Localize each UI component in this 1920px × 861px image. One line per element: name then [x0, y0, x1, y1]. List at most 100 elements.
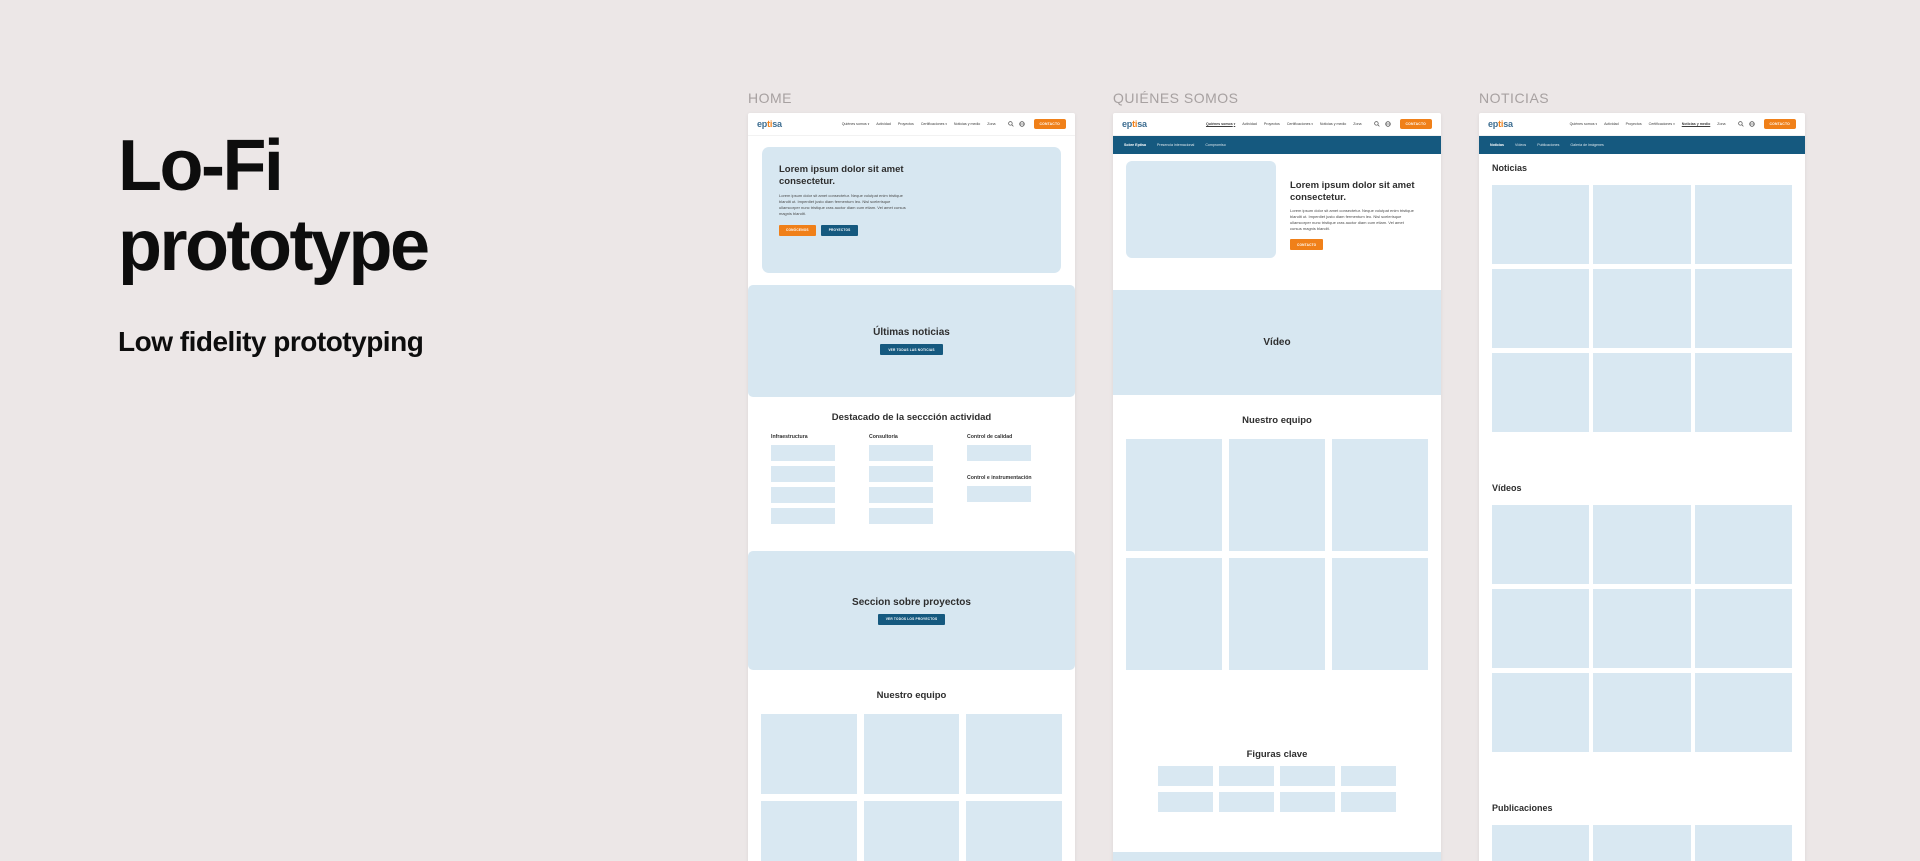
- nav-item-proyectos[interactable]: Proyectos: [1625, 122, 1642, 126]
- slide-title: Lo-Fi prototype: [118, 126, 430, 286]
- nav-item-zona[interactable]: Zona: [1717, 122, 1726, 126]
- news-card-placeholder[interactable]: [1694, 269, 1792, 348]
- logo-accent: ti: [767, 119, 773, 129]
- publication-card-placeholder[interactable]: [1492, 825, 1590, 861]
- link-placeholder[interactable]: [771, 508, 835, 524]
- link-placeholder[interactable]: [771, 487, 835, 503]
- image-placeholder: [863, 801, 960, 861]
- link-placeholder[interactable]: [771, 445, 835, 461]
- frame-noticias-label: NOTICIAS: [1479, 90, 1550, 106]
- logo-accent: ti: [1498, 119, 1504, 129]
- video-band[interactable]: Vídeo: [1113, 290, 1441, 395]
- subnav-item-videos[interactable]: Vídeos: [1514, 143, 1527, 147]
- nav-item-quienes-somos[interactable]: Quiénes somos ▾: [841, 122, 870, 126]
- language-globe-icon[interactable]: [1018, 121, 1025, 127]
- nav-item-actividad[interactable]: Actividad: [876, 122, 891, 126]
- link-placeholder[interactable]: [869, 508, 933, 524]
- link-placeholder[interactable]: [869, 487, 933, 503]
- contact-button[interactable]: CONTACTO: [1763, 119, 1796, 129]
- noticias-subnav: Noticias Vídeos Publicaciones Galería de…: [1479, 136, 1805, 154]
- chevron-down-icon: ▾: [1673, 122, 1675, 126]
- col-label: Consultoría: [869, 434, 898, 440]
- language-globe-icon[interactable]: [1384, 121, 1391, 127]
- video-card-placeholder[interactable]: [1694, 505, 1792, 584]
- nav-item-proyectos[interactable]: Proyectos: [897, 122, 914, 126]
- contact-button[interactable]: CONTACTO: [1033, 119, 1066, 129]
- nav-item-zona[interactable]: Zona: [1353, 122, 1362, 126]
- subnav-item-sobre-eptisa[interactable]: Sobre Eptisa: [1124, 143, 1146, 147]
- news-card-placeholder[interactable]: [1492, 269, 1590, 348]
- nav-item-noticias[interactable]: Noticias y medio: [1319, 122, 1347, 126]
- frame-quienes-label: QUIÉNES SOMOS: [1113, 90, 1239, 106]
- noticias-content: Noticias Vídeos: [1479, 163, 1805, 861]
- link-placeholder[interactable]: [967, 486, 1031, 502]
- subnav-item-publicaciones[interactable]: Publicaciones: [1537, 143, 1560, 147]
- conocenos-button[interactable]: CONÓCENOS: [779, 224, 816, 236]
- nav-item-actividad[interactable]: Actividad: [1242, 122, 1257, 126]
- news-card-placeholder[interactable]: [1593, 185, 1691, 264]
- ver-todos-proyectos-button[interactable]: VER TODOS LOS PROYECTOS: [877, 613, 946, 625]
- figures-row: [1158, 792, 1396, 812]
- eptisa-logo: eptisa: [1488, 119, 1513, 129]
- news-band-heading: Últimas noticias: [873, 327, 950, 338]
- subnav-item-noticias[interactable]: Noticias: [1490, 143, 1504, 147]
- publication-card-placeholder[interactable]: [1694, 825, 1792, 861]
- link-placeholder[interactable]: [967, 445, 1031, 461]
- video-card-placeholder[interactable]: [1694, 673, 1792, 752]
- video-card-placeholder[interactable]: [1694, 589, 1792, 668]
- contact-button[interactable]: CONTACTO: [1399, 119, 1432, 129]
- video-card-placeholder[interactable]: [1492, 673, 1590, 752]
- video-card-placeholder[interactable]: [1492, 505, 1590, 584]
- news-card-placeholder[interactable]: [1694, 353, 1792, 432]
- image-placeholder: [966, 714, 1062, 794]
- news-card-placeholder[interactable]: [1694, 185, 1792, 264]
- chevron-down-icon: ▾: [1595, 122, 1598, 126]
- home-projects-band: Seccion sobre proyectos VER TODOS LOS PR…: [748, 551, 1075, 670]
- nav-item-noticias[interactable]: Noticias y medio: [1681, 122, 1711, 126]
- nav-item-certificaciones[interactable]: Certificaciones ▾: [920, 122, 947, 126]
- publicaciones-section-heading: Publicaciones: [1492, 803, 1553, 813]
- quienes-hero-button[interactable]: CONTACTO: [1290, 239, 1324, 250]
- news-card-placeholder[interactable]: [1492, 185, 1590, 264]
- nav-item-zona[interactable]: Zona: [987, 122, 996, 126]
- publication-card-placeholder[interactable]: [1593, 825, 1691, 861]
- news-card-placeholder[interactable]: [1593, 353, 1691, 432]
- nav-item-quienes-somos[interactable]: Quiénes somos ▾: [1205, 122, 1236, 126]
- activity-col-consultoria: Consultoría: [869, 434, 967, 524]
- news-card-placeholder[interactable]: [1593, 269, 1691, 348]
- nav-item-noticias[interactable]: Noticias y medio: [953, 122, 981, 126]
- logo-part: sa: [772, 119, 782, 129]
- video-card-placeholder[interactable]: [1593, 505, 1691, 584]
- ver-todas-noticias-button[interactable]: VER TODAS LAS NOTICIAS: [880, 344, 943, 355]
- search-icon[interactable]: [1007, 121, 1014, 127]
- figure-placeholder: [1219, 766, 1274, 786]
- subnav-item-compromiso[interactable]: Compromiso: [1205, 143, 1226, 147]
- video-card-placeholder[interactable]: [1593, 673, 1691, 752]
- header-icons: [1007, 121, 1025, 127]
- subnav-item-galeria[interactable]: Galería de imágenes: [1570, 143, 1604, 147]
- image-placeholder: [863, 714, 960, 794]
- proyectos-button[interactable]: PROYECTOS: [820, 224, 859, 236]
- nav-item-certificaciones[interactable]: Certificaciones ▾: [1648, 122, 1675, 126]
- link-placeholder[interactable]: [869, 445, 933, 461]
- link-placeholder[interactable]: [869, 466, 933, 482]
- search-icon[interactable]: [1373, 121, 1380, 127]
- news-card-placeholder[interactable]: [1492, 353, 1590, 432]
- search-icon[interactable]: [1737, 121, 1744, 127]
- figure-placeholder: [1219, 792, 1274, 812]
- subnav-item-presencia[interactable]: Presencia internacional: [1156, 143, 1195, 147]
- video-card-placeholder[interactable]: [1593, 589, 1691, 668]
- video-card-placeholder[interactable]: [1492, 589, 1590, 668]
- link-placeholder[interactable]: [771, 466, 835, 482]
- nav-item-actividad[interactable]: Actividad: [1604, 122, 1619, 126]
- image-placeholder: [761, 714, 857, 794]
- nav-item-proyectos[interactable]: Proyectos: [1263, 122, 1280, 126]
- image-placeholder: [1229, 558, 1325, 670]
- slide-subtitle: Low fidelity prototyping: [118, 326, 424, 357]
- videos-grid: [1492, 505, 1792, 752]
- frame-noticias: NOTICIAS eptisa Quiénes somos ▾ Actividad…: [1479, 90, 1805, 861]
- chevron-down-icon: ▾: [945, 122, 947, 126]
- language-globe-icon[interactable]: [1748, 121, 1755, 127]
- nav-item-quienes-somos[interactable]: Quiénes somos ▾: [1569, 122, 1598, 126]
- nav-item-certificaciones[interactable]: Certificaciones ▾: [1286, 122, 1313, 126]
